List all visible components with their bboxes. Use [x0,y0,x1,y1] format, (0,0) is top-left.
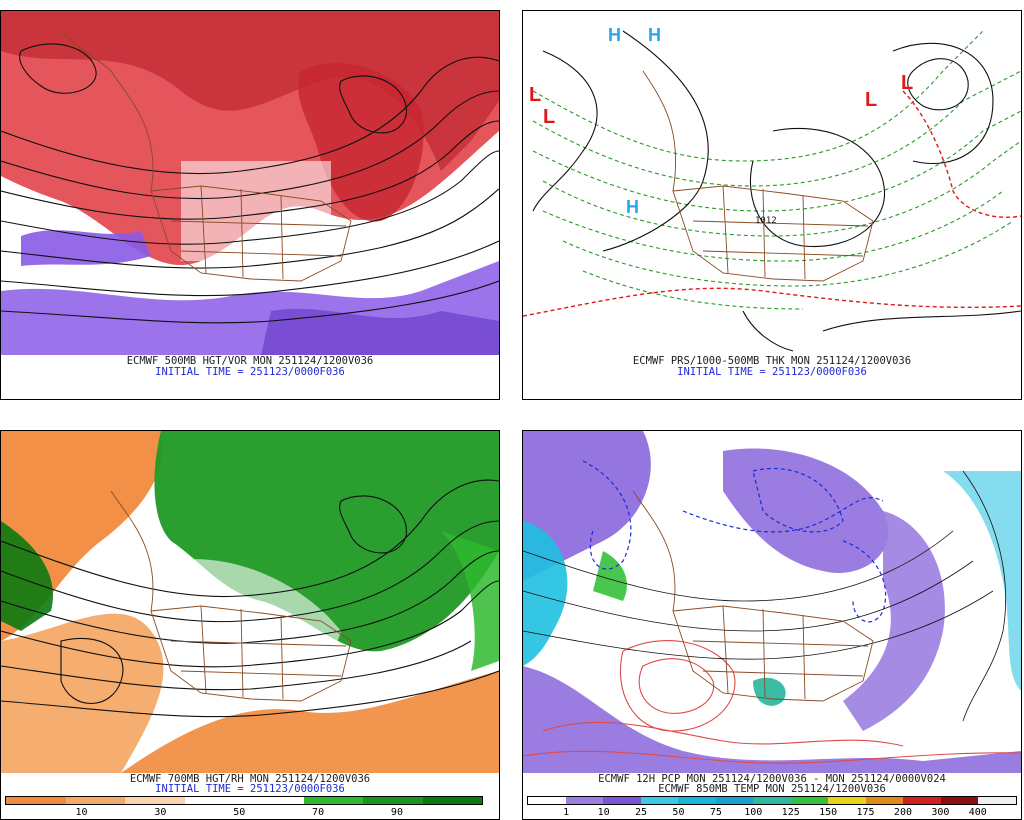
isobars [532,30,1021,352]
colorbar-tick-label: 1 [563,807,570,818]
panel-prs-thickness: H H H L L L L 1012 ECMWF PRS/1000-500MB … [522,10,1022,400]
panel-caption-title: ECMWF 700MB HGT/RH MON 251124/1200V036 [129,773,371,785]
colorbar-tick-label: 75 [709,807,722,818]
rh-colorbar-ticks: 10 30 50 70 90 [5,807,483,819]
colorbar-segment [678,797,716,804]
colorbar-tick-label: 175 [856,807,875,818]
panel-caption-title: ECMWF PRS/1000-500MB THK MON 251124/1200… [632,355,912,367]
height-contours [1,43,499,324]
colorbar-tick-label: 30 [154,807,167,818]
state-borders-4 [632,490,874,702]
high-marker: H [648,25,661,45]
state-borders-3 [110,490,352,702]
colorbar-segment [6,797,66,804]
colorbar-tick-label: 300 [931,807,950,818]
panel-500mb-hgt-vor: ECMWF 500MB HGT/VOR MON 251124/1200V036 … [0,10,500,400]
colorbar-tick-label: 90 [390,807,403,818]
colorbar-tick-label: 10 [597,807,610,818]
colorbar-segment [303,797,363,804]
temperature-contours-cold [582,460,887,623]
low-marker: L [901,72,913,94]
isobar-label: 1012 [755,216,777,226]
colorbar-segment [865,797,904,804]
low-marker: L [865,89,877,111]
colorbar-segment [125,797,185,804]
state-borders [60,30,352,282]
map-700mb-rh [1,431,499,773]
panel-700mb-hgt-rh: ECMWF 700MB HGT/RH MON 251124/1200V036 I… [0,430,500,820]
colorbar-segment [753,797,791,804]
map-pressure-thickness: H H H L L L L 1012 [523,11,1021,355]
rh-colorbar [5,796,483,805]
colorbar-segment [603,797,641,804]
colorbar-segment [422,797,482,804]
colorbar-segment [940,797,979,804]
colorbar-tick-label: 125 [781,807,800,818]
height-contours-700 [1,479,499,718]
colorbar-segment [184,797,244,804]
colorbar-segment [363,797,423,804]
colorbar-segment [640,797,679,804]
temperature-contours-dark [523,470,1006,722]
thickness-contours-warm [523,90,1021,317]
colorbar-tick-label: 100 [744,807,763,818]
colorbar-tick-label: 10 [75,807,88,818]
panel-caption-title: ECMWF 500MB HGT/VOR MON 251124/1200V036 [126,355,374,367]
high-marker: H [608,25,621,45]
low-marker: L [543,106,555,128]
colorbar-segment [715,797,754,804]
colorbar-segment [565,797,604,804]
colorbar-segment [978,797,1016,804]
precip-colorbar [527,796,1017,805]
state-borders-2 [642,70,874,282]
colorbar-tick-label: 400 [968,807,987,818]
colorbar-segment [528,797,566,804]
panel-caption-initial-time: INITIAL TIME = 251123/0000F036 [155,783,345,795]
panel-precip-850-temp: ECMWF 12H PCP MON 251124/1200V036 - MON … [522,430,1022,820]
panel-caption-title: ECMWF 12H PCP MON 251124/1200V036 - MON … [598,773,946,785]
colorbar-tick-label: 50 [233,807,246,818]
colorbar-tick-label: 70 [312,807,325,818]
colorbar-segment [828,797,866,804]
colorbar-tick-label: 50 [672,807,685,818]
panel-caption-temp: ECMWF 850MB TEMP MON 251124/1200V036 [658,783,886,795]
colorbar-tick-label: 200 [893,807,912,818]
colorbar-tick-label: 25 [635,807,648,818]
map-precip-temp [523,431,1021,773]
map-500mb-vorticity [1,11,499,355]
panel-caption-initial-time: INITIAL TIME = 251123/0000F036 [155,366,345,378]
panel-caption-initial-time: INITIAL TIME = 251123/0000F036 [677,366,867,378]
colorbar-segment [790,797,829,804]
thickness-contours-cool [532,30,1021,310]
low-marker: L [529,84,541,106]
high-marker: H [626,197,639,217]
colorbar-segment [244,797,304,804]
colorbar-tick-label: 150 [819,807,838,818]
precip-colorbar-ticks: 1 10 25 50 75 100 125 150 175 200 300 400 [527,807,1017,819]
colorbar-segment [903,797,941,804]
colorbar-segment [65,797,125,804]
